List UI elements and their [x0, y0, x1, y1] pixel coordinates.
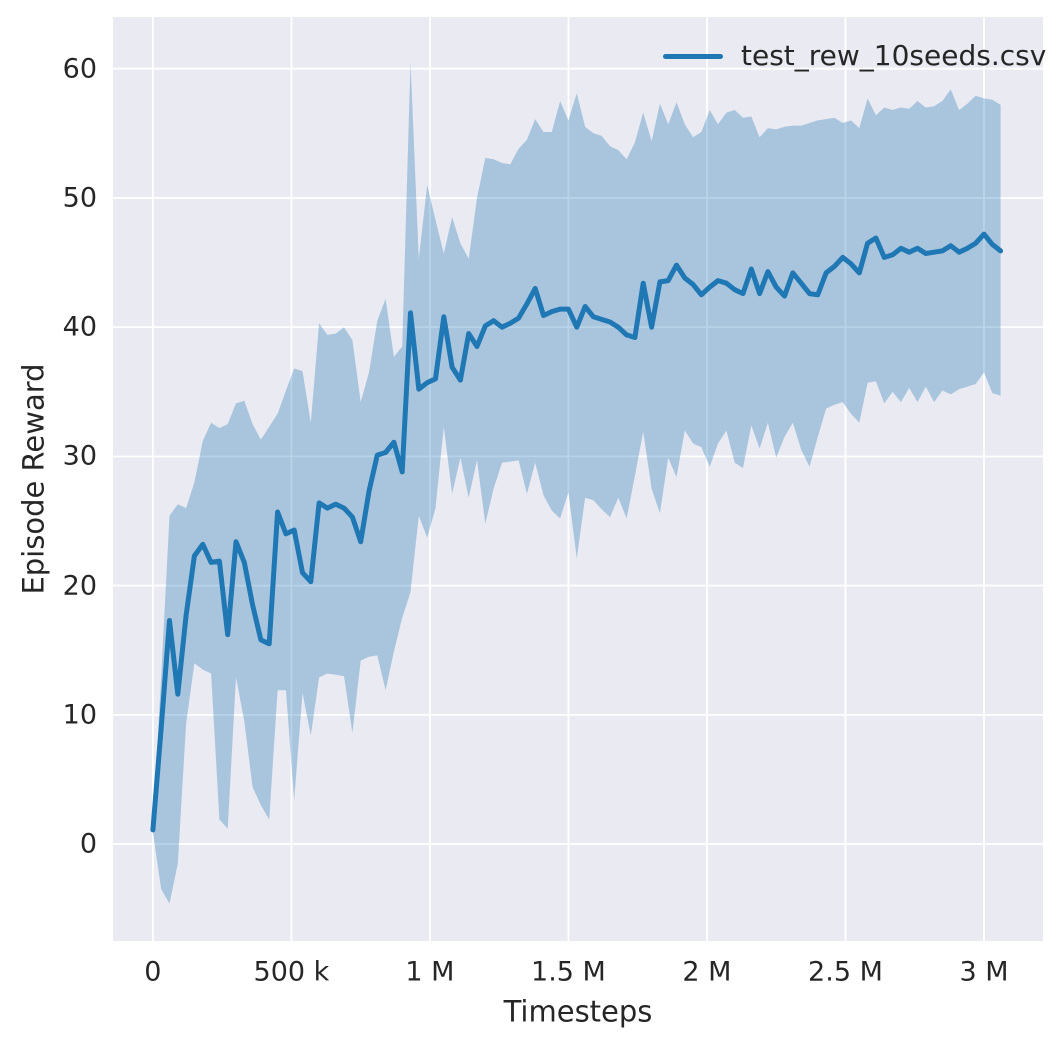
- confidence-band: [152, 62, 1001, 904]
- y-tick-label: 10: [62, 699, 97, 731]
- x-tick-label: 3 M: [959, 956, 1009, 988]
- y-tick-label: 20: [62, 570, 97, 602]
- y-tick-label: 0: [79, 828, 97, 860]
- x-tick-label: 1.5 M: [531, 956, 606, 988]
- x-tick-label: 2 M: [682, 956, 732, 988]
- x-tick-label: 1 M: [405, 956, 455, 988]
- y-tick-label: 50: [62, 182, 97, 214]
- x-tick-label: 500 k: [253, 956, 330, 988]
- legend: test_rew_10seeds.csv: [663, 42, 1046, 70]
- legend-label: test_rew_10seeds.csv: [741, 39, 1047, 72]
- x-tick-label: 2.5 M: [808, 956, 883, 988]
- y-tick-label: 30: [62, 440, 97, 472]
- y-tick-label: 60: [62, 53, 97, 85]
- plot-area: [113, 17, 1043, 941]
- y-tick-label: 40: [62, 311, 97, 343]
- y-axis-label: Episode Reward: [16, 363, 51, 595]
- x-axis-label: Timesteps: [503, 994, 653, 1029]
- x-tick-label: 0: [144, 956, 162, 988]
- legend-line-swatch: [663, 53, 723, 59]
- mean-reward-line: [150, 231, 1004, 833]
